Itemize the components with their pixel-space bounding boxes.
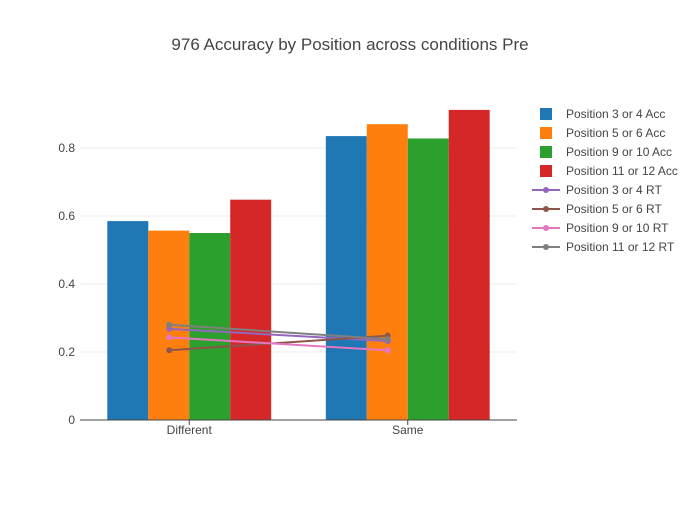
y-tick-label: 0.8 xyxy=(58,141,75,155)
axes: 0 0.2 0.4 0.6 0.8 Different Same xyxy=(58,141,517,437)
bar xyxy=(325,136,367,420)
bar xyxy=(230,199,272,420)
legend-label: Position 3 or 4 Acc xyxy=(566,107,665,121)
rt-point xyxy=(166,321,173,328)
rt-lines-group xyxy=(166,321,391,354)
y-tick-label: 0.6 xyxy=(58,209,75,223)
legend-swatch xyxy=(540,146,552,158)
x-tick-label: Same xyxy=(392,423,424,437)
legend-marker xyxy=(543,187,549,193)
y-tick-label: 0.2 xyxy=(58,345,75,359)
rt-series-line xyxy=(169,323,388,341)
legend-label: Position 11 or 12 Acc xyxy=(566,164,678,178)
legend-marker xyxy=(543,206,549,212)
legend-label: Position 3 or 4 RT xyxy=(566,183,662,197)
legend-swatch xyxy=(540,108,552,120)
legend-label: Position 11 or 12 RT xyxy=(566,240,675,254)
legend: Position 3 or 4 Acc Position 5 or 6 Acc Po… xyxy=(532,107,678,254)
legend-swatch xyxy=(540,165,552,177)
rt-point xyxy=(166,347,173,354)
bar xyxy=(366,124,408,420)
y-tick-label: 0.4 xyxy=(58,277,75,291)
bar xyxy=(448,109,490,421)
x-tick-label: Different xyxy=(167,423,213,437)
legend-label: Position 9 or 10 RT xyxy=(566,221,669,235)
rt-series-line xyxy=(169,336,388,352)
y-tick-label: 0 xyxy=(68,413,75,427)
legend-swatch xyxy=(540,127,552,139)
bar xyxy=(107,221,149,420)
legend-label: Position 5 or 6 Acc xyxy=(566,126,665,140)
rt-point xyxy=(384,347,391,354)
bar xyxy=(407,138,449,421)
rt-point xyxy=(166,334,173,341)
chart-title: 976 Accuracy by Position across conditio… xyxy=(171,35,528,54)
legend-marker xyxy=(543,225,549,231)
rt-point xyxy=(384,336,391,343)
bars-group xyxy=(107,109,490,421)
legend-label: Position 5 or 6 RT xyxy=(566,202,662,216)
legend-label: Position 9 or 10 Acc xyxy=(566,145,672,159)
legend-marker xyxy=(543,244,549,250)
